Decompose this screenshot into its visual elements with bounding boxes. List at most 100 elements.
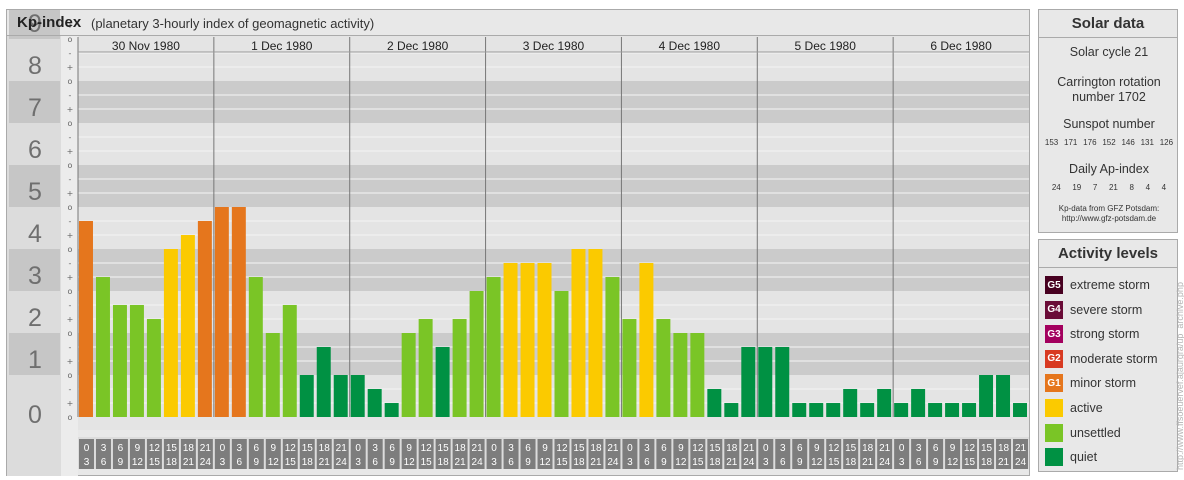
time-label-from: 12	[556, 443, 568, 454]
time-label-to: 24	[1015, 457, 1027, 468]
time-label-from: 9	[814, 443, 820, 454]
ap-value-6: 4	[1161, 183, 1167, 192]
y-tick-label-3: 3	[28, 262, 42, 290]
time-label-to: 15	[421, 457, 433, 468]
time-cell	[333, 439, 349, 469]
time-cell	[962, 439, 978, 469]
y-axis-band	[9, 333, 60, 375]
y-tick-label-0: 0	[28, 401, 42, 429]
time-cell	[945, 439, 961, 469]
time-label-from: 0	[627, 443, 633, 454]
time-label-from: 6	[254, 443, 260, 454]
y-tick-label-1: 1	[28, 346, 42, 374]
day-label-4: 4 Dec 1980	[659, 39, 721, 53]
kp-bar-0-3	[129, 304, 144, 417]
legend-swatch	[1045, 448, 1063, 467]
kp-bar-1-5	[299, 375, 314, 417]
time-cell	[656, 439, 672, 469]
time-label-to: 24	[607, 457, 619, 468]
day-label-1: 1 Dec 1980	[251, 39, 313, 53]
time-label-to: 12	[268, 457, 280, 468]
time-label-from: 0	[355, 443, 361, 454]
time-label-from: 0	[763, 443, 769, 454]
time-cell	[129, 439, 145, 469]
day-label-6: 6 Dec 1980	[930, 39, 992, 53]
time-label-from: 21	[1015, 443, 1027, 454]
time-label-to: 3	[899, 457, 905, 468]
time-cell	[367, 439, 383, 469]
sunspot-value-1: 171	[1064, 138, 1078, 147]
ap-values: 24 19 7 21 8 4 4	[1039, 183, 1179, 192]
kp-bar-2-3	[401, 333, 416, 417]
time-label-from: 3	[101, 443, 107, 454]
plot-band	[78, 81, 1029, 123]
kp-bar-1-4	[282, 304, 297, 417]
time-label-to: 12	[947, 457, 959, 468]
time-cell	[639, 439, 655, 469]
legend-swatch: G4	[1045, 300, 1063, 319]
kp-bar-0-1	[95, 277, 110, 417]
legend-item-unsettled: unsettled	[1045, 422, 1121, 444]
kp-bar-3-2	[520, 262, 535, 417]
kp-bar-5-2	[792, 403, 807, 417]
kp-bar-6-0	[894, 403, 909, 417]
sub-tick-label: +	[67, 189, 74, 198]
sub-tick-label: o	[68, 245, 73, 254]
kp-chart: 0123456789o+-o+-o+-o+-o+-o+-o+-o+-o+-o+3…	[7, 10, 1029, 476]
kp-bar-1-0	[214, 207, 229, 417]
time-cell	[401, 439, 417, 469]
sub-tick-label: -	[69, 217, 72, 226]
time-label-from: 3	[237, 443, 243, 454]
legend-label: minor storm	[1070, 376, 1136, 391]
chart-subtitle: (planetary 3-hourly index of geomagnetic…	[91, 16, 375, 31]
sub-tick-label: +	[67, 63, 74, 72]
sub-tick-label: +	[67, 399, 74, 408]
time-cell	[265, 439, 281, 469]
carrington-line-2: number 1702	[1072, 90, 1146, 104]
sunspot-value-3: 152	[1102, 138, 1116, 147]
time-cell	[554, 439, 570, 469]
time-cell	[1013, 439, 1028, 469]
time-label-to: 18	[709, 457, 721, 468]
sub-tick-label: o	[68, 77, 73, 86]
time-label-from: 21	[200, 443, 212, 454]
legend-item-active: active	[1045, 397, 1103, 419]
carrington-line-1: Carrington rotation	[1057, 75, 1161, 89]
chart-title-bar: Kp-index (planetary 3-hourly index of ge…	[7, 10, 1029, 36]
sub-tick-label: o	[68, 287, 73, 296]
time-label-from: 3	[780, 443, 786, 454]
kp-bar-6-1	[911, 388, 926, 417]
time-label-to: 12	[539, 457, 551, 468]
time-label-to: 9	[118, 457, 124, 468]
ap-label: Daily Ap-index	[1069, 162, 1149, 176]
day-label-2: 2 Dec 1980	[387, 39, 449, 53]
time-label-to: 3	[355, 457, 361, 468]
time-cell	[605, 439, 621, 469]
kp-bar-5-4	[826, 403, 841, 417]
sunspot-value-4: 146	[1121, 138, 1135, 147]
sub-tick-label: +	[67, 273, 74, 282]
kp-bar-2-6	[452, 319, 467, 417]
kp-bar-5-1	[775, 346, 790, 417]
time-label-to: 9	[254, 457, 260, 468]
kp-bar-0-7	[197, 220, 212, 417]
sunspot-value-2: 176	[1083, 138, 1097, 147]
kp-bar-3-1	[503, 262, 518, 417]
legend-swatch	[1045, 423, 1063, 442]
time-label-to: 9	[797, 457, 803, 468]
kp-bar-2-7	[469, 291, 484, 417]
kp-bar-6-5	[979, 375, 994, 417]
kp-bar-1-3	[265, 333, 280, 417]
time-label-from: 6	[118, 443, 124, 454]
time-label-from: 3	[916, 443, 922, 454]
time-cell	[384, 439, 400, 469]
time-label-from: 15	[573, 443, 585, 454]
solar-cycle: Solar cycle 21	[1069, 45, 1149, 59]
time-label-from: 18	[319, 443, 331, 454]
sub-tick-label: +	[67, 231, 74, 240]
sub-tick-label: -	[69, 91, 72, 100]
legend-item-minor-storm: G1 minor storm	[1045, 372, 1136, 394]
kp-bar-5-6	[860, 403, 875, 417]
time-cell	[775, 439, 791, 469]
time-cell	[452, 439, 468, 469]
